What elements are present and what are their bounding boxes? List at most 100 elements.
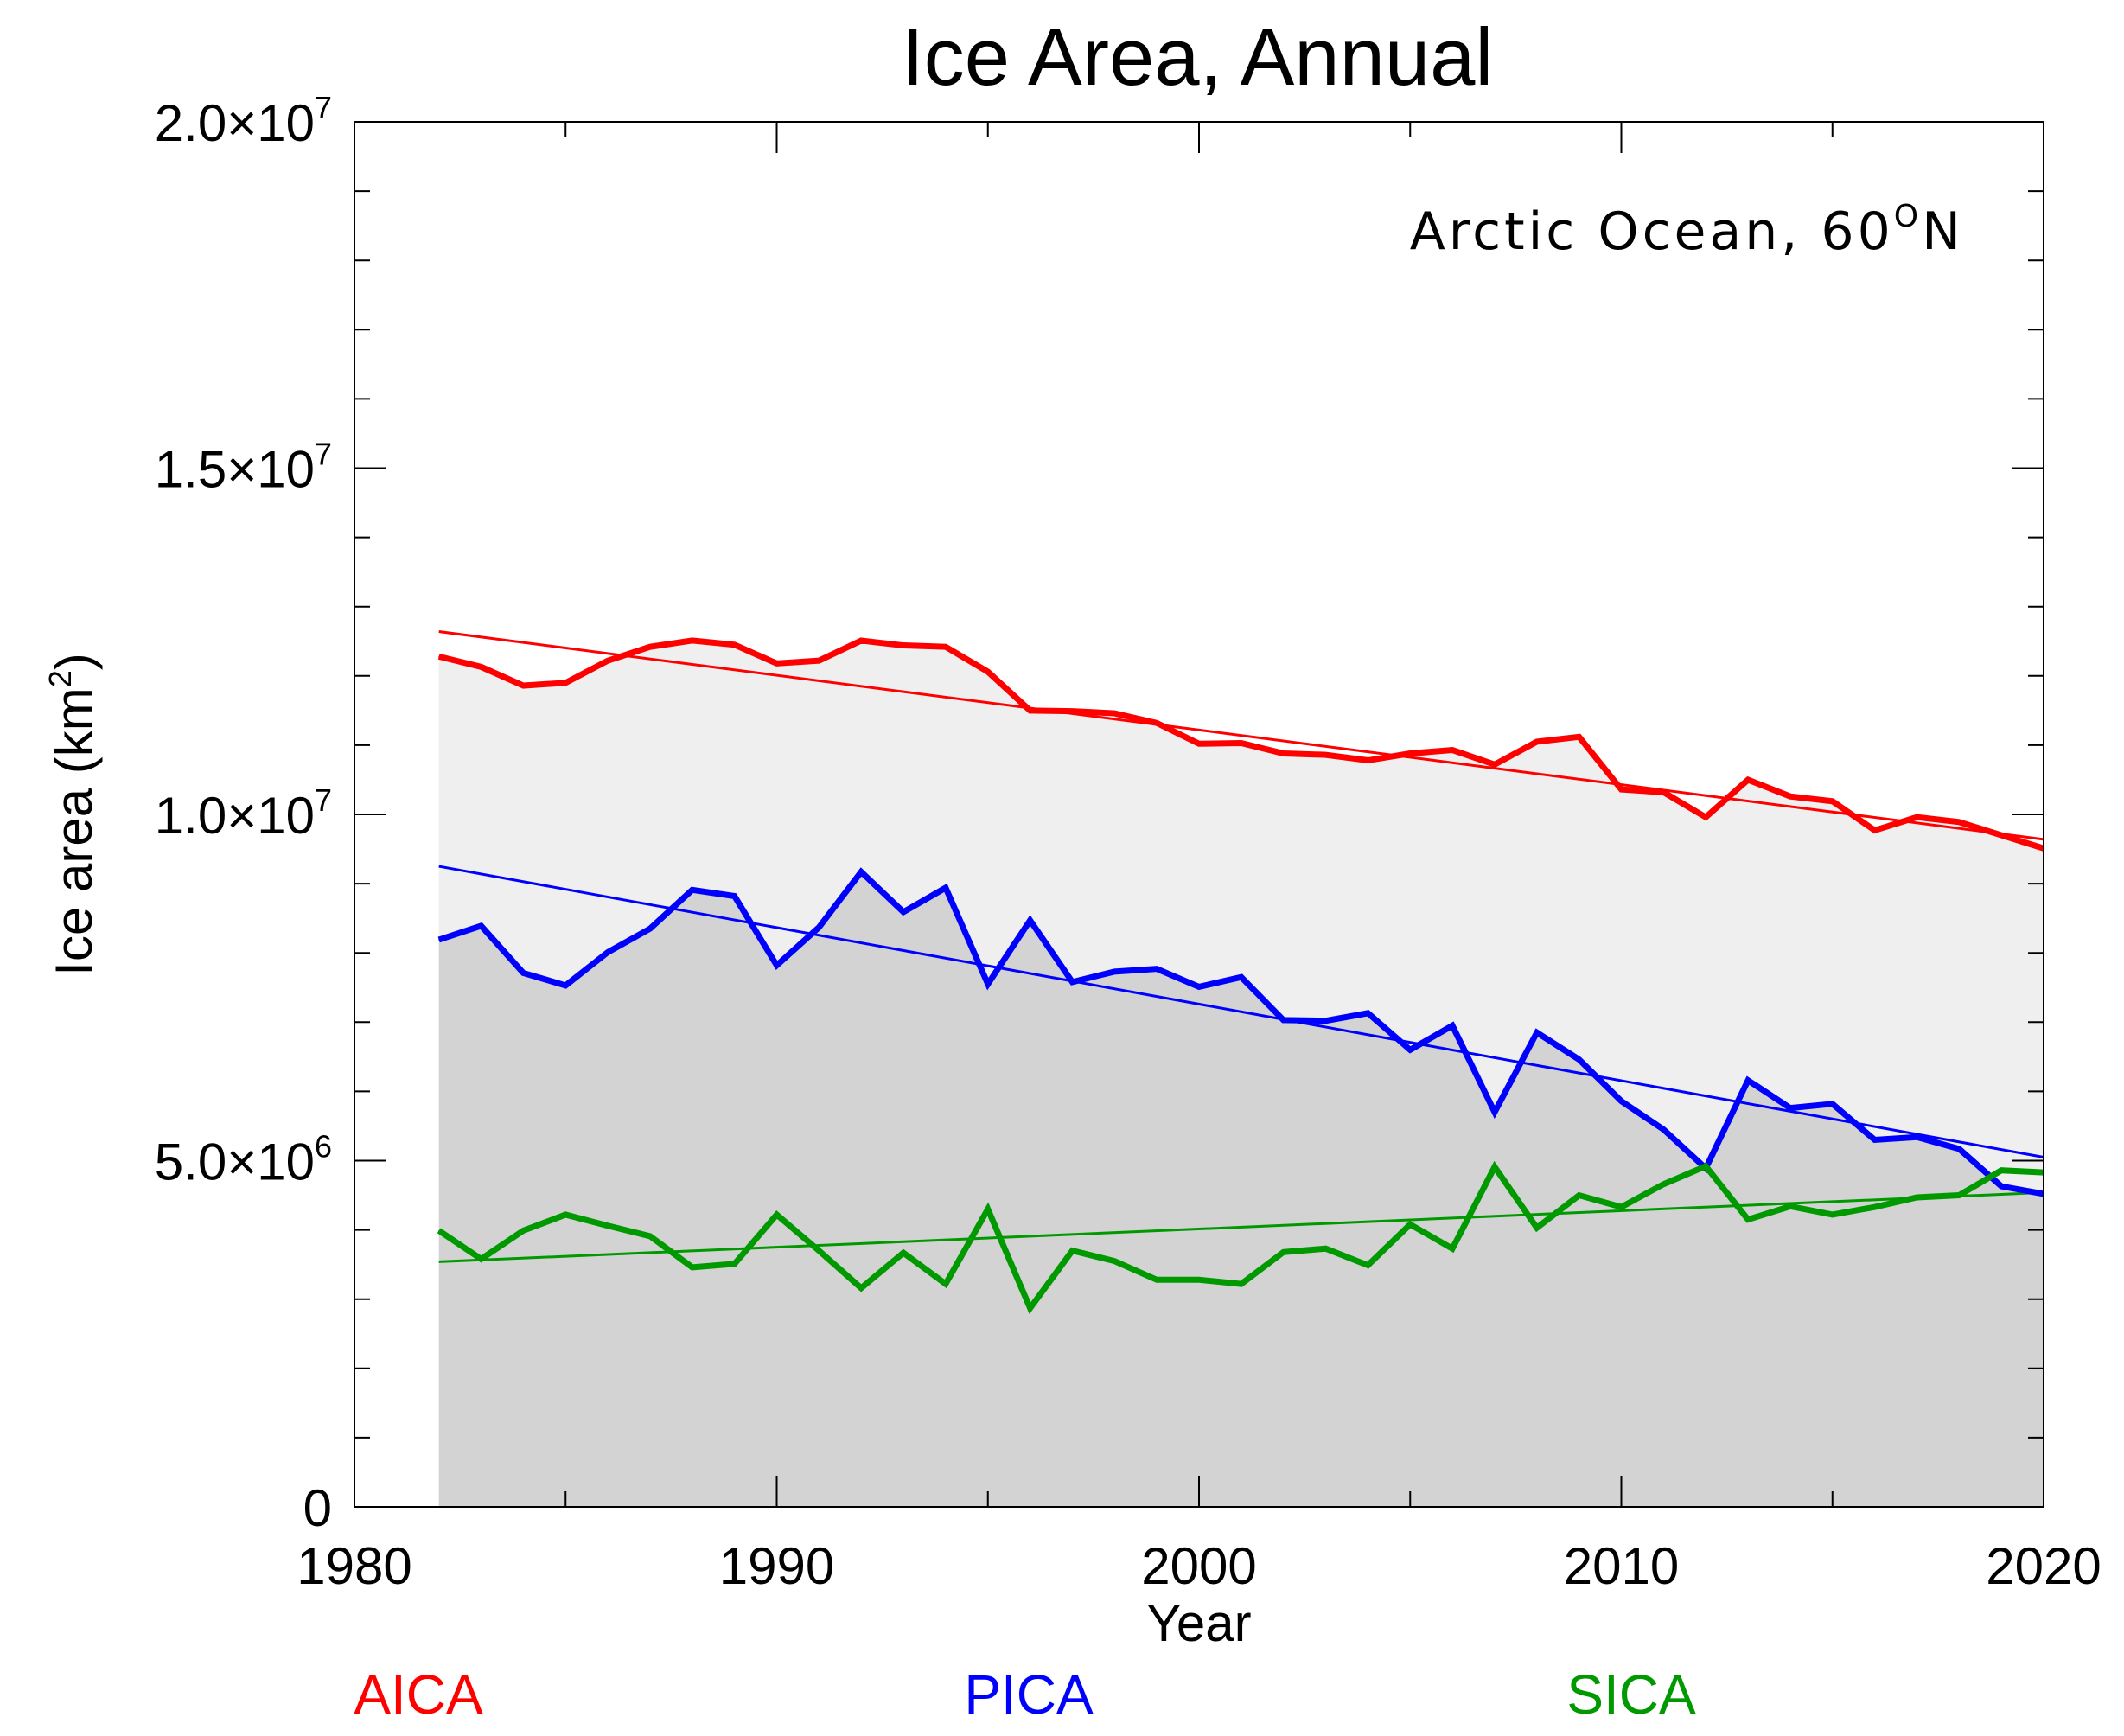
data-point-aica — [1662, 791, 1664, 793]
data-point-sica — [481, 1258, 482, 1260]
data-point-aica — [903, 645, 904, 647]
y-tick-label-mantissa: 2.0×10 — [155, 94, 315, 152]
data-point-aica — [1747, 779, 1749, 781]
data-point-aica — [564, 682, 566, 684]
trend-line-aica — [438, 630, 2044, 841]
data-point-pica — [1113, 971, 1115, 973]
data-point-sica — [734, 1263, 736, 1265]
data-point-sica — [945, 1283, 947, 1285]
y-tick-label: 0 — [303, 1479, 332, 1537]
y-tick-label: 1.5×107 — [155, 437, 332, 499]
region-annotation-suffix: N — [1922, 201, 1964, 262]
region-annotation-text: Arctic Ocean, 60 — [1410, 201, 1894, 262]
data-point-pica — [2000, 1185, 2002, 1187]
y-axis-label-suffix: ) — [45, 653, 103, 670]
data-point-pica — [481, 925, 482, 927]
fills-layer — [438, 640, 2044, 1507]
data-point-aica — [945, 646, 947, 648]
data-point-aica — [1789, 795, 1791, 797]
data-point-pica — [1198, 986, 1200, 987]
data-point-pica — [987, 983, 989, 985]
plot-frame — [354, 121, 2044, 1508]
data-point-sica — [2000, 1170, 2002, 1171]
x-tick-label: 1980 — [297, 1537, 411, 1595]
data-point-sica — [1325, 1248, 1327, 1249]
data-point-aica — [860, 640, 862, 641]
data-point-sica — [903, 1252, 904, 1254]
y-tick-label-mantissa: 1.0×10 — [155, 787, 315, 845]
data-point-aica — [1156, 722, 1158, 724]
data-point-pica — [1156, 968, 1158, 970]
chart-title: Ice Area, Annual — [902, 11, 1494, 102]
data-point-pica — [776, 965, 777, 967]
data-point-pica — [860, 871, 862, 872]
legend-item-aica: AICA — [354, 1663, 483, 1726]
data-point-pica — [818, 927, 820, 929]
y-tick-label-mantissa: 5.0×10 — [155, 1133, 315, 1191]
trend-layer — [438, 630, 2044, 1263]
data-point-sica — [564, 1214, 566, 1216]
x-tick-label: 2010 — [1564, 1537, 1679, 1595]
data-point-sica — [1789, 1205, 1791, 1207]
x-tick-label: 2020 — [1986, 1537, 2101, 1595]
data-point-sica — [1958, 1195, 1960, 1197]
trend-line-pica — [438, 865, 2044, 1158]
data-point-pica — [734, 896, 736, 897]
x-tick-label: 2000 — [1141, 1537, 1256, 1595]
data-point-sica — [1409, 1223, 1411, 1225]
data-point-aica — [776, 662, 777, 664]
data-point-sica — [1874, 1206, 1876, 1208]
data-point-aica — [987, 671, 989, 673]
data-point-pica — [1747, 1080, 1749, 1082]
data-point-pica — [1874, 1139, 1876, 1140]
data-point-pica — [564, 985, 566, 986]
trend-line-sica — [438, 1190, 2044, 1263]
area-fill-pica — [438, 871, 2044, 1507]
y-tick-label-mantissa: 1.5×10 — [155, 441, 315, 499]
data-point-aica — [649, 646, 651, 648]
data-point-aica — [1071, 711, 1073, 712]
y-tick-label-exponent: 7 — [315, 782, 332, 818]
data-point-pica — [1325, 1020, 1327, 1022]
legend: AICA PICA SICA — [354, 1663, 1696, 1726]
data-point-pica — [438, 939, 440, 941]
y-tick-label-mantissa: 0 — [303, 1479, 332, 1537]
data-point-sica — [860, 1287, 862, 1289]
data-point-aica — [1113, 712, 1115, 714]
y-tick-label: 5.0×106 — [155, 1129, 332, 1191]
data-point-aica — [1409, 753, 1411, 755]
data-point-pica — [903, 911, 904, 913]
data-point-aica — [1283, 753, 1285, 755]
data-point-sica — [818, 1250, 820, 1252]
data-point-aica — [1325, 754, 1327, 756]
data-point-pica — [607, 951, 609, 953]
y-tick-label: 2.0×107 — [155, 90, 332, 152]
data-point-aica — [1958, 821, 1960, 823]
series-layer — [437, 637, 2045, 1315]
data-point-aica — [438, 655, 440, 657]
data-point-sica — [1832, 1214, 1834, 1216]
y-tick-label-exponent: 6 — [315, 1129, 332, 1165]
data-point-pica — [1789, 1107, 1791, 1109]
y-axis-label-sup: 2 — [42, 670, 78, 687]
data-point-pica — [1071, 981, 1073, 983]
data-point-pica — [1451, 1024, 1453, 1026]
data-point-sica — [1536, 1227, 1538, 1229]
data-point-pica — [1662, 1128, 1664, 1130]
legend-item-pica: PICA — [964, 1663, 1094, 1726]
data-point-aica — [1621, 788, 1622, 790]
data-point-sica — [649, 1235, 651, 1237]
region-annotation: Arctic Ocean, 60ON — [1410, 199, 1964, 262]
data-point-sica — [1621, 1206, 1622, 1208]
y-axis-label-text: Ice area (km — [45, 687, 103, 975]
data-point-pica — [1494, 1111, 1496, 1113]
data-point-pica — [1832, 1103, 1834, 1105]
data-point-sica — [1071, 1250, 1073, 1252]
y-tick-label: 1.0×107 — [155, 782, 332, 845]
data-point-sica — [1283, 1251, 1285, 1253]
legend-item-sica: SICA — [1566, 1663, 1696, 1726]
y-axis-label: Ice area (km2) — [42, 653, 103, 975]
data-point-sica — [776, 1214, 777, 1216]
data-point-aica — [734, 644, 736, 646]
data-point-pica — [1536, 1031, 1538, 1033]
